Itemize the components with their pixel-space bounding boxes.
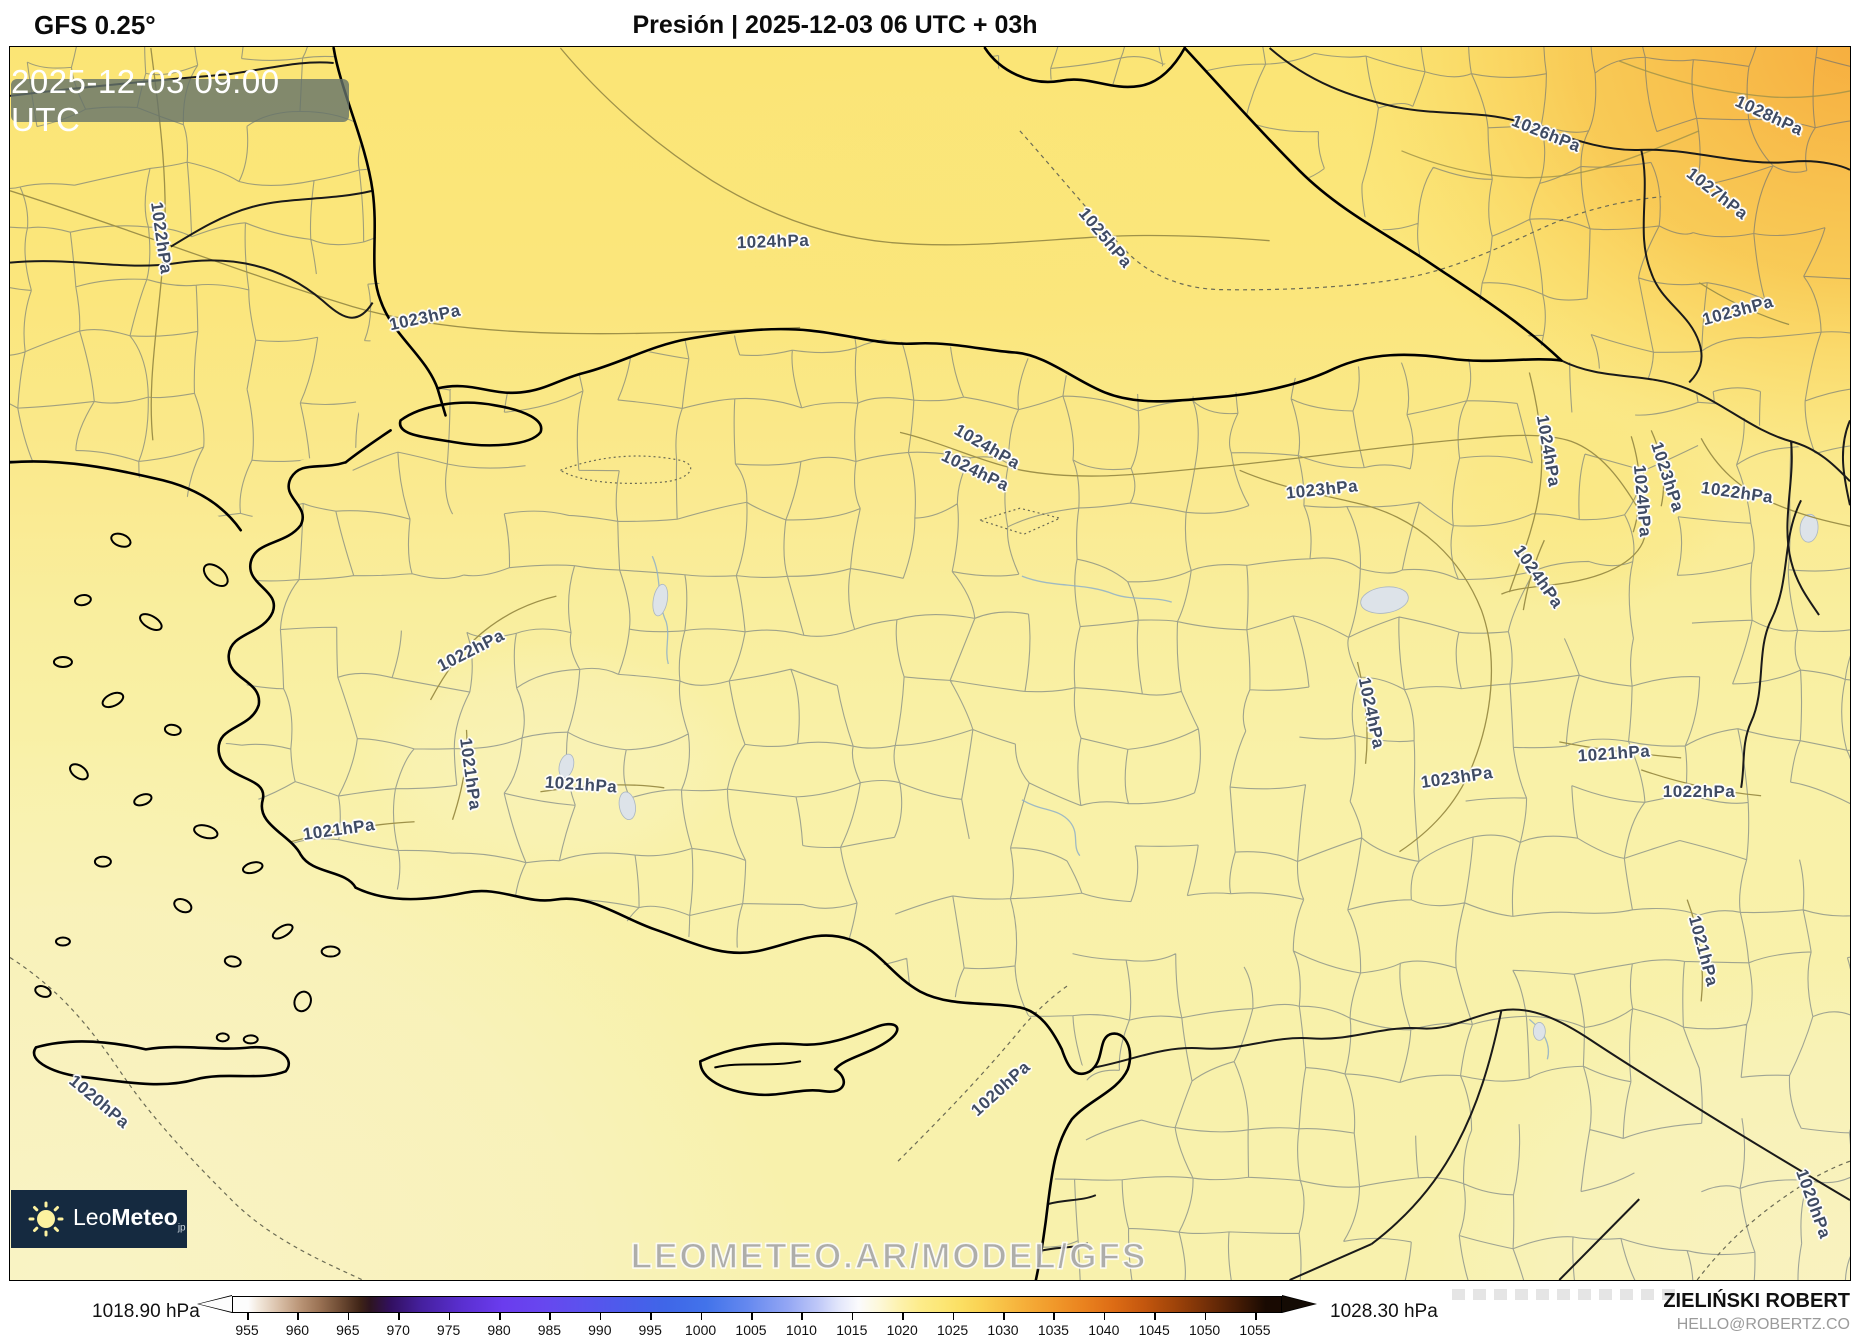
colorbar-tick <box>1053 1313 1055 1320</box>
colorbar-tick <box>1003 1313 1005 1320</box>
colorbar-tick <box>801 1313 803 1320</box>
colorbar-left-arrow <box>199 1296 232 1312</box>
colorbar-tick-label: 1010 <box>785 1322 817 1338</box>
colorbar-tick <box>347 1313 350 1320</box>
colorbar-tick <box>549 1313 551 1320</box>
colorbar-tick <box>650 1313 652 1320</box>
colorbar-tick <box>851 1313 854 1320</box>
leometeo-logo: LeoMeteojp <box>11 1190 187 1248</box>
colorbar-tick <box>398 1313 400 1320</box>
pressure-map[interactable]: 1022hPa 1023hPa 1024hPa 1025hPa 1026hPa 1028h… <box>9 46 1851 1281</box>
colorbar-tick-label: 1030 <box>987 1322 1019 1338</box>
colorbar-tick-label: 1020 <box>886 1322 918 1338</box>
colorbar-tick <box>297 1313 299 1320</box>
colorbar-tick <box>1103 1313 1106 1320</box>
timestamp-text: 2025-12-03 09:00 UTC <box>11 62 280 138</box>
colorbar-min-label: 1018.90 hPa <box>92 1301 200 1322</box>
colorbar-tick-label: 1000 <box>685 1322 717 1338</box>
colorbar-tick-label: 1025 <box>937 1322 969 1338</box>
blacksea-tint <box>600 47 1280 371</box>
author-name: ZIELIŃSKI ROBERT <box>1663 1290 1850 1312</box>
isobar-lines <box>10 47 1850 1002</box>
colorbar-tick <box>599 1313 602 1320</box>
colorbar-tick <box>1255 1313 1257 1320</box>
colorbar-tick-label: 995 <box>638 1322 662 1338</box>
colorbar-tick <box>247 1313 249 1320</box>
colorbar-tick-label: 980 <box>487 1322 511 1338</box>
se-tint <box>1420 959 1850 1280</box>
map-canvas <box>10 47 1850 1280</box>
colorbar-tick-label: 960 <box>285 1322 310 1338</box>
aegean-islands <box>34 532 341 1045</box>
colorbar-tick-label: 970 <box>386 1322 410 1338</box>
sun-icon <box>28 1201 64 1237</box>
colorbar-tick <box>751 1313 753 1320</box>
admin-boundaries <box>10 47 381 531</box>
colorbar-tick <box>902 1313 904 1320</box>
colorbar-right-arrow <box>1282 1296 1315 1312</box>
faint-signature <box>1452 1289 1678 1300</box>
colorbar-tick-label: 955 <box>235 1322 259 1338</box>
colorbar-max-label: 1028.30 hPa <box>1330 1301 1438 1322</box>
sw-tint <box>10 740 800 1280</box>
logo-text: LeoMeteojp <box>73 1204 186 1234</box>
colorbar-gradient <box>232 1296 1282 1313</box>
colorbar-tick-label: 1035 <box>1037 1322 1069 1338</box>
country-borders <box>10 47 1850 1280</box>
colorbar-tick-label: 1050 <box>1189 1322 1221 1338</box>
rivers-lakes <box>558 513 1819 1060</box>
colorbar-tick-label: 985 <box>537 1322 562 1338</box>
colorbar-tick <box>952 1313 955 1320</box>
colorbar-tick-label: 1015 <box>836 1322 868 1338</box>
colorbar-tick-label: 990 <box>588 1322 612 1338</box>
colorbar-tick-label: 965 <box>336 1322 360 1338</box>
timestamp-chip: 2025-12-03 09:00 UTC <box>11 63 349 138</box>
west-tint <box>360 640 741 880</box>
colorbar-tick-label: 1045 <box>1138 1322 1170 1338</box>
colorbar-tick <box>1204 1313 1207 1320</box>
coastlines <box>10 47 1563 1280</box>
colorbar-tick <box>1154 1313 1156 1320</box>
header-bar: GFS 0.25° Presión | 2025-12-03 06 UTC + … <box>0 0 1860 46</box>
colorbar-tick <box>700 1313 703 1320</box>
colorbar: 955 960 965 970 975 980 985 990 995 1000 1005 1010 1… <box>197 1295 1317 1338</box>
author-contact: HELLO@ROBERTZ.CO <box>1676 1316 1850 1333</box>
colorbar-tick-label: 1040 <box>1088 1322 1120 1338</box>
high-pressure-tint <box>1339 47 1850 467</box>
colorbar-tick-label: 1005 <box>735 1322 767 1338</box>
model-name: GFS 0.25° <box>34 10 156 40</box>
colorbar-tick <box>448 1313 451 1320</box>
colorbar-tick-label: 1055 <box>1239 1322 1271 1338</box>
colorbar-tick-label: 975 <box>436 1322 461 1338</box>
isobar-lines-dashed <box>10 130 1850 1280</box>
colorbar-tick <box>499 1313 501 1320</box>
page-title: Presión | 2025-12-03 06 UTC + 03h <box>632 11 1038 39</box>
watermark-text: LEOMETEO.AR/MODEL/GFS <box>630 1236 1148 1277</box>
